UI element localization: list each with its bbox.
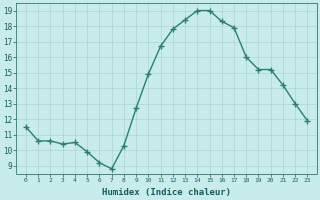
X-axis label: Humidex (Indice chaleur): Humidex (Indice chaleur) xyxy=(102,188,231,197)
